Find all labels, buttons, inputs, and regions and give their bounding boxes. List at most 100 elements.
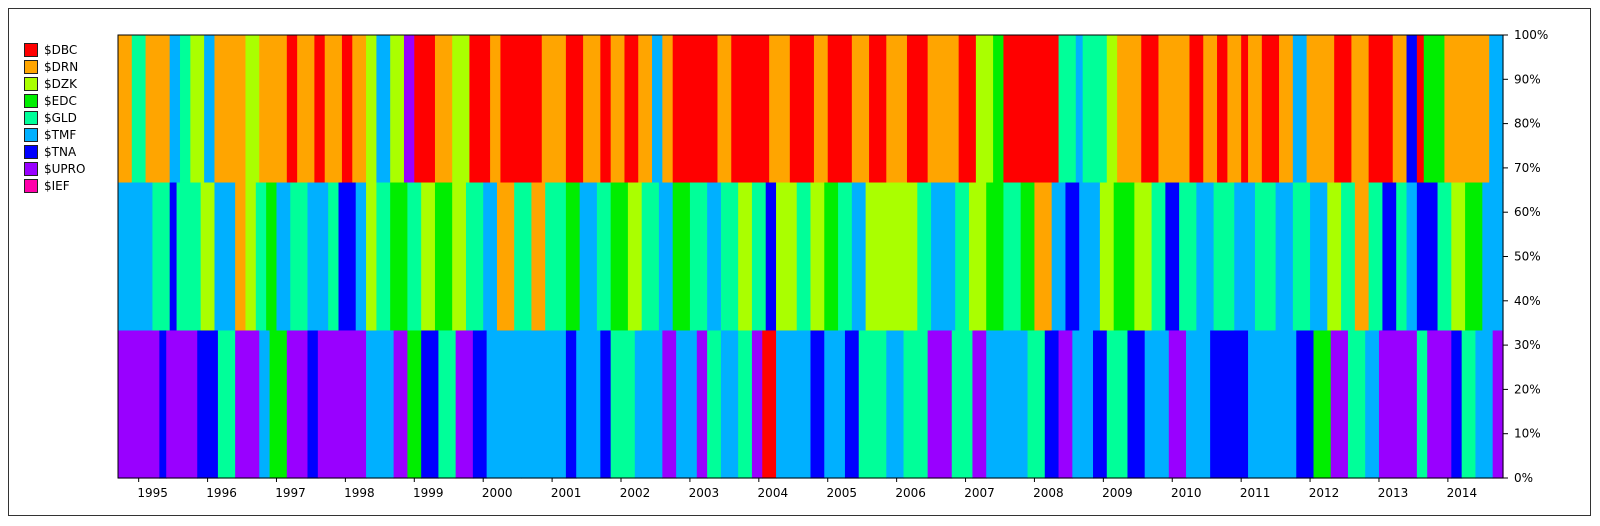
legend-swatch bbox=[24, 110, 38, 125]
allocation-segment bbox=[521, 330, 567, 479]
allocation-segment bbox=[500, 35, 543, 184]
allocation-segment bbox=[906, 35, 929, 184]
allocation-segment bbox=[1482, 182, 1504, 332]
allocation-segment bbox=[824, 330, 846, 479]
allocation-segment bbox=[1406, 182, 1418, 332]
allocation-segment bbox=[1292, 35, 1308, 184]
allocation-segment bbox=[180, 35, 191, 184]
allocation-segment bbox=[1072, 330, 1094, 479]
allocation-segment bbox=[838, 182, 853, 332]
allocation-segment bbox=[789, 35, 815, 184]
y-tick-label: 0% bbox=[1514, 471, 1533, 485]
allocation-segment bbox=[1330, 330, 1349, 479]
allocation-segment bbox=[955, 182, 970, 332]
allocation-segment bbox=[1044, 330, 1060, 479]
x-tick-label: 2004 bbox=[758, 486, 789, 500]
allocation-segment bbox=[465, 182, 484, 332]
allocation-segment bbox=[455, 330, 474, 479]
allocation-segment bbox=[1279, 35, 1294, 184]
allocation-segment bbox=[638, 35, 653, 184]
allocation-segment bbox=[434, 182, 453, 332]
allocation-segment bbox=[376, 35, 391, 184]
allocation-segment bbox=[1378, 330, 1418, 479]
allocation-segment bbox=[1196, 182, 1215, 332]
allocation-segment bbox=[696, 330, 708, 479]
allocation-segment bbox=[1234, 182, 1256, 332]
x-tick-label: 2010 bbox=[1171, 486, 1202, 500]
allocation-segment bbox=[662, 35, 674, 184]
allocation-segment bbox=[245, 182, 257, 332]
allocation-segment bbox=[1461, 330, 1477, 479]
allocation-segment bbox=[1248, 35, 1263, 184]
allocation-segment bbox=[634, 330, 663, 479]
allocation-segment bbox=[190, 35, 205, 184]
allocation-segment bbox=[197, 330, 219, 479]
allocation-segment bbox=[610, 35, 626, 184]
allocation-segment bbox=[810, 330, 825, 479]
allocation-segment bbox=[131, 35, 147, 184]
allocation-segment bbox=[490, 35, 502, 184]
allocation-segment bbox=[352, 35, 367, 184]
allocation-segment bbox=[1165, 182, 1180, 332]
x-tick-label: 2003 bbox=[689, 486, 720, 500]
y-tick-label: 50% bbox=[1514, 250, 1541, 264]
allocation-segment bbox=[1189, 35, 1204, 184]
allocation-segment bbox=[731, 35, 770, 184]
allocation-segment bbox=[1396, 182, 1408, 332]
allocation-segment bbox=[1444, 35, 1490, 184]
legend-item: $DRN bbox=[24, 58, 85, 75]
y-tick-label: 60% bbox=[1514, 205, 1541, 219]
allocation-segment bbox=[1158, 35, 1191, 184]
allocation-segment bbox=[286, 330, 309, 479]
allocation-segment bbox=[931, 182, 956, 332]
allocation-segment bbox=[1423, 35, 1446, 184]
allocation-segment bbox=[1365, 330, 1380, 479]
allocation-segment bbox=[1248, 330, 1297, 479]
allocation-segment bbox=[1241, 35, 1249, 184]
allocation-segment bbox=[810, 182, 825, 332]
allocation-segment bbox=[403, 35, 415, 184]
allocation-segment bbox=[707, 330, 722, 479]
allocation-segment bbox=[414, 35, 436, 184]
allocation-segment bbox=[266, 182, 278, 332]
allocation-segment bbox=[869, 35, 887, 184]
allocation-segment bbox=[118, 182, 154, 332]
allocation-segment bbox=[865, 182, 887, 332]
allocation-segment bbox=[341, 35, 353, 184]
allocation-segment bbox=[610, 330, 636, 479]
allocation-segment bbox=[751, 182, 767, 332]
allocation-segment bbox=[259, 35, 288, 184]
allocation-segment bbox=[1451, 182, 1466, 332]
allocation-segment bbox=[1134, 182, 1153, 332]
x-tick-label: 2007 bbox=[964, 486, 995, 500]
allocation-segment bbox=[707, 182, 722, 332]
allocation-segment bbox=[1217, 35, 1228, 184]
allocation-segment bbox=[438, 330, 457, 479]
allocation-segment bbox=[1327, 182, 1342, 332]
allocation-segment bbox=[169, 35, 181, 184]
allocation-segment bbox=[720, 330, 739, 479]
allocation-segment bbox=[176, 182, 202, 332]
legend-item: $GLD bbox=[24, 109, 85, 126]
y-tick-label: 20% bbox=[1514, 382, 1541, 396]
allocation-segment bbox=[118, 330, 160, 479]
allocation-segment bbox=[1296, 330, 1315, 479]
allocation-segment bbox=[738, 330, 753, 479]
allocation-segment bbox=[290, 182, 309, 332]
allocation-segment bbox=[927, 330, 953, 479]
allocation-segment bbox=[1203, 35, 1218, 184]
legend-swatch bbox=[24, 178, 38, 193]
allocation-segment bbox=[297, 35, 315, 184]
allocation-segment bbox=[1347, 330, 1366, 479]
allocation-segment bbox=[169, 182, 178, 332]
allocation-segment bbox=[376, 182, 391, 332]
allocation-segment bbox=[1058, 35, 1077, 184]
allocation-segment bbox=[1058, 330, 1073, 479]
allocation-segment bbox=[658, 182, 674, 332]
allocation-segment bbox=[255, 182, 267, 332]
allocation-segment bbox=[1368, 35, 1394, 184]
allocation-segment bbox=[844, 330, 860, 479]
allocation-segment bbox=[1368, 182, 1384, 332]
allocation-segment bbox=[958, 35, 977, 184]
